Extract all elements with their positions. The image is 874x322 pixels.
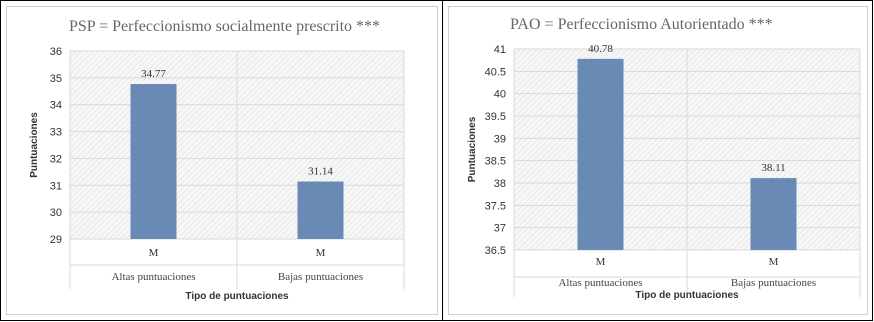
x-axis-title: Tipo de puntuaciones [185, 291, 289, 302]
bar [297, 181, 344, 239]
y-axis-title: Puntuaciones [29, 112, 40, 178]
y-tick-label: 32 [50, 153, 62, 165]
chart-psp-svg: PSP = Perfeccionismo socialmente prescri… [29, 18, 405, 302]
y-tick-label: 37.5 [485, 200, 506, 212]
y-axis-title: Puntuaciones [467, 116, 478, 182]
panel-divider [442, 0, 443, 321]
y-tick-label: 29 [50, 234, 62, 246]
inner-category-label: M [596, 256, 606, 268]
inner-category-label: M [149, 247, 159, 259]
chart-title: PAO = Perfeccionismo Autorientado *** [510, 16, 773, 33]
data-label: 38.11 [761, 162, 785, 174]
y-tick-label: 30 [50, 207, 62, 219]
inner-category-label: M [769, 256, 779, 268]
y-tick-label: 40.5 [485, 66, 506, 78]
category-label: Altas puntuaciones [111, 271, 195, 283]
category-label: Bajas puntuaciones [731, 277, 816, 289]
y-tick-label: 39.5 [485, 111, 506, 123]
y-tick-label: 34 [50, 100, 62, 112]
chart-title: PSP = Perfeccionismo socialmente prescri… [69, 18, 380, 35]
y-tick-label: 41 [494, 44, 506, 56]
inner-category-label: M [316, 247, 326, 259]
chart-pao-svg: PAO = Perfeccionismo Autorientado *** 36.… [467, 16, 861, 301]
y-tick-label: 39 [494, 133, 506, 145]
bar [130, 84, 177, 239]
y-tick-label: 36.5 [485, 245, 506, 257]
category-label: Altas puntuaciones [558, 277, 642, 289]
bar [577, 58, 624, 251]
category-label: Bajas puntuaciones [278, 271, 363, 283]
data-label: 34.77 [141, 68, 166, 80]
y-tick-label: 35 [50, 73, 62, 85]
y-tick-label: 36 [50, 46, 62, 58]
chart-pao: PAO = Perfeccionismo Autorientado *** 36.… [448, 6, 868, 315]
y-tick-label: 33 [50, 127, 62, 139]
y-tick-label: 31 [50, 180, 62, 192]
y-tick-label: 38 [494, 178, 506, 190]
x-axis-title: Tipo de puntuaciones [635, 290, 739, 301]
y-tick-label: 38.5 [485, 156, 506, 168]
y-tick-label: 40 [494, 89, 506, 101]
chart-psp: PSP = Perfeccionismo socialmente prescri… [6, 6, 438, 315]
bar [750, 178, 797, 250]
data-label: 31.14 [308, 166, 333, 178]
y-tick-label: 37 [494, 223, 506, 235]
data-label: 40.78 [588, 43, 613, 55]
